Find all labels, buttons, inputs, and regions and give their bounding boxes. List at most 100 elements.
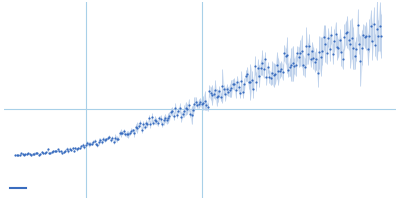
Point <box>52 149 58 152</box>
Point <box>69 146 76 149</box>
Point <box>146 117 152 120</box>
Point <box>370 22 377 25</box>
Point <box>200 101 206 105</box>
Point <box>291 64 298 68</box>
Point <box>203 104 210 107</box>
Point <box>150 121 156 124</box>
Point <box>241 83 248 86</box>
Point <box>346 39 352 42</box>
Point <box>306 45 312 48</box>
Point <box>49 150 55 153</box>
Point <box>269 71 276 75</box>
Point <box>352 54 358 57</box>
Point <box>334 46 340 49</box>
Point <box>134 126 140 129</box>
Point <box>350 47 356 50</box>
Point <box>216 90 223 93</box>
Point <box>37 152 43 155</box>
Point <box>140 123 146 126</box>
Point <box>318 55 324 58</box>
Point <box>182 107 189 110</box>
Point <box>143 121 149 125</box>
Point <box>25 152 32 155</box>
Point <box>285 68 292 72</box>
Point <box>363 34 370 37</box>
Point <box>368 24 374 27</box>
Point <box>176 107 183 110</box>
Point <box>108 138 114 142</box>
Point <box>247 80 254 84</box>
Point <box>121 130 127 133</box>
Point <box>53 150 60 153</box>
Point <box>374 28 380 31</box>
Point <box>103 138 110 141</box>
Point <box>159 123 165 126</box>
Point <box>64 147 70 150</box>
Point <box>14 153 20 156</box>
Point <box>298 49 305 53</box>
Point <box>213 96 220 99</box>
Point <box>118 131 124 135</box>
Point <box>132 126 139 129</box>
Point <box>24 152 30 156</box>
Point <box>319 49 326 53</box>
Point <box>99 140 105 144</box>
Point <box>86 143 92 146</box>
Point <box>365 48 371 51</box>
Point <box>300 63 306 66</box>
Point <box>209 93 215 97</box>
Point <box>106 135 112 138</box>
Point <box>169 110 176 113</box>
Point <box>197 100 204 104</box>
Point <box>15 154 21 157</box>
Point <box>359 46 365 49</box>
Point <box>119 131 126 134</box>
Point <box>353 47 359 51</box>
Point <box>115 137 121 140</box>
Point <box>160 119 167 122</box>
Point <box>94 143 101 146</box>
Point <box>19 152 26 155</box>
Point <box>347 42 354 46</box>
Point <box>366 34 372 37</box>
Point <box>237 92 243 95</box>
Point <box>309 50 315 53</box>
Point <box>248 78 255 81</box>
Point <box>112 136 118 140</box>
Point <box>322 42 328 46</box>
Point <box>222 93 228 96</box>
Point <box>272 73 278 76</box>
Point <box>303 45 309 48</box>
Point <box>268 77 274 80</box>
Point <box>187 112 193 115</box>
Point <box>175 109 182 112</box>
Point <box>82 143 89 146</box>
Point <box>77 147 83 150</box>
Point <box>110 140 117 144</box>
Point <box>191 102 198 105</box>
Point <box>329 52 336 55</box>
Point <box>356 42 362 45</box>
Point <box>97 138 104 141</box>
Point <box>212 88 218 91</box>
Point <box>287 65 293 69</box>
Point <box>184 108 190 111</box>
Point <box>206 90 212 93</box>
Point <box>235 85 242 88</box>
Point <box>376 25 383 28</box>
Point <box>125 133 132 136</box>
Point <box>326 47 333 50</box>
Point <box>343 31 349 34</box>
Point <box>202 99 208 102</box>
Point <box>262 58 268 61</box>
Point <box>87 142 93 145</box>
Point <box>75 147 82 150</box>
Point <box>196 102 202 105</box>
Point <box>31 152 38 155</box>
Point <box>12 154 18 157</box>
Point <box>250 88 256 91</box>
Point <box>372 43 378 47</box>
Point <box>65 149 71 152</box>
Point <box>137 121 143 125</box>
Point <box>102 138 108 142</box>
